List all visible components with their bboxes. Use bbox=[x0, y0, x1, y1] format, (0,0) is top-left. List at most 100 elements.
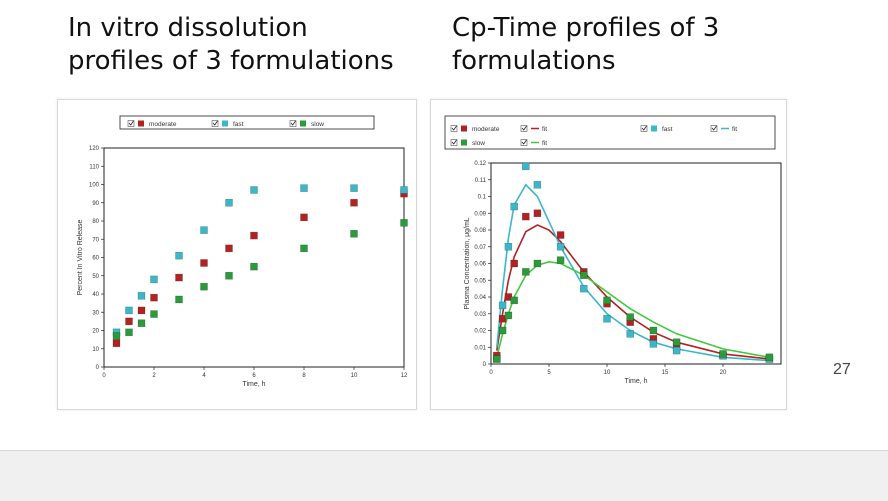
y-tick-label: 50 bbox=[92, 274, 99, 280]
data-point-slow bbox=[504, 311, 513, 320]
data-point-moderate bbox=[250, 231, 258, 240]
data-point-slow bbox=[400, 219, 408, 227]
data-point-moderate bbox=[556, 231, 565, 239]
y-tick-label: 60 bbox=[92, 256, 99, 262]
x-tick-label: 12 bbox=[401, 373, 408, 379]
data-point-slow bbox=[493, 355, 501, 363]
x-tick-label: 8 bbox=[302, 373, 306, 379]
x-tick-label: 6 bbox=[252, 373, 256, 379]
data-point-slow bbox=[522, 268, 530, 276]
y-tick-label: 0.05 bbox=[474, 278, 486, 284]
y-tick-label: 20 bbox=[92, 329, 99, 335]
y-tick-label: 110 bbox=[89, 164, 99, 170]
legend-checkbox bbox=[520, 125, 528, 132]
checkmark-icon bbox=[521, 139, 527, 145]
dissolution-chart-panel: 0 2 4 6 8 10 12 0 10 20 30 40 50 60 70 80 90 100 110 120 Tim… bbox=[57, 99, 417, 410]
y-tick-label: 90 bbox=[92, 201, 99, 207]
y-tick-label: 0.08 bbox=[474, 228, 486, 234]
checkmark-icon bbox=[451, 139, 457, 145]
data-point-fast bbox=[522, 162, 530, 171]
data-point-fast bbox=[350, 184, 358, 192]
data-point-slow bbox=[137, 319, 146, 327]
legend-label: moderate bbox=[472, 126, 500, 133]
legend-checkbox bbox=[211, 120, 219, 127]
checkmark-icon bbox=[290, 120, 296, 126]
data-point-moderate bbox=[137, 306, 146, 315]
data-point-fast bbox=[400, 186, 408, 194]
x-tick-label: 10 bbox=[604, 370, 611, 376]
data-point-fast bbox=[626, 330, 634, 338]
x-axis-label: Time, h bbox=[242, 381, 265, 388]
legend-box bbox=[444, 115, 776, 150]
y-tick-label: 0.11 bbox=[475, 178, 487, 184]
y-tick-label: 0.02 bbox=[474, 329, 486, 335]
data-point-fast bbox=[137, 292, 146, 300]
data-point-fast bbox=[150, 275, 158, 284]
right-chart-title: Cp-Time profiles of 3 formulations bbox=[452, 13, 720, 76]
y-tick-label: 120 bbox=[89, 146, 100, 152]
data-point-moderate bbox=[175, 273, 183, 282]
data-point-fast bbox=[580, 284, 588, 293]
data-point-slow bbox=[112, 332, 121, 340]
legend-checkbox bbox=[710, 125, 718, 132]
x-tick-label: 15 bbox=[662, 370, 669, 376]
x-tick-label: 2 bbox=[152, 373, 156, 379]
data-point-slow bbox=[250, 262, 258, 271]
legend-label: moderate bbox=[149, 121, 177, 128]
data-point-slow bbox=[649, 326, 658, 335]
legend-checkbox bbox=[450, 139, 458, 146]
legend-marker-swatch bbox=[461, 125, 467, 132]
dissolution-chart: 0 2 4 6 8 10 120102030405060708090100110120Tim… bbox=[77, 115, 408, 388]
data-point-slow bbox=[719, 350, 727, 358]
data-point-slow bbox=[300, 244, 308, 253]
data-point-fast bbox=[533, 181, 542, 189]
y-tick-label: 0.1 bbox=[478, 195, 487, 201]
cp-time-chart: 0 5 10 15 20 0 0.01 0.02 0.03 0.04 0.05 0.06 0.07 0.0… bbox=[444, 115, 782, 385]
legend-checkbox bbox=[127, 120, 135, 127]
page-number: 27 bbox=[833, 361, 851, 378]
x-tick-label: 5 bbox=[547, 370, 551, 376]
data-point-fast bbox=[504, 243, 513, 251]
y-tick-label: 0.03 bbox=[474, 312, 486, 318]
checkmark-icon bbox=[521, 125, 527, 131]
data-point-fast bbox=[498, 301, 507, 310]
data-point-moderate bbox=[350, 199, 358, 207]
data-point-fast bbox=[250, 186, 258, 194]
x-tick-label: 20 bbox=[720, 370, 727, 376]
x-tick-label: 0 bbox=[489, 370, 493, 376]
data-point-fast bbox=[225, 199, 233, 207]
y-tick-label: 80 bbox=[92, 219, 99, 225]
legend-checkbox bbox=[520, 139, 528, 146]
x-tick-label: 4 bbox=[202, 373, 206, 379]
data-point-slow bbox=[626, 313, 634, 321]
data-point-slow bbox=[556, 256, 565, 264]
y-tick-label: 30 bbox=[92, 310, 99, 316]
legend-marker-swatch bbox=[222, 120, 228, 127]
data-point-moderate bbox=[300, 213, 308, 222]
y-tick-label: 0.04 bbox=[474, 295, 486, 301]
legend-label: fast bbox=[662, 126, 673, 133]
data-point-slow bbox=[580, 271, 588, 279]
legend-label: slow bbox=[311, 121, 324, 128]
chart-legend: moderate fast slow bbox=[119, 115, 375, 130]
data-point-fast bbox=[175, 251, 183, 260]
left-chart-title: In vitro dissolution profiles of 3 formu… bbox=[68, 13, 394, 76]
data-point-slow bbox=[225, 272, 233, 280]
data-point-slow bbox=[200, 282, 208, 291]
data-point-slow bbox=[533, 259, 542, 268]
y-tick-label: 0.06 bbox=[474, 262, 486, 268]
legend-label: slow bbox=[472, 140, 485, 147]
y-axis-label: Plasma Concentration, μg/mL bbox=[464, 217, 471, 309]
data-point-slow bbox=[150, 310, 158, 318]
checkmark-icon bbox=[451, 125, 457, 131]
legend-label: fit bbox=[542, 140, 547, 147]
y-tick-label: 0.12 bbox=[474, 161, 486, 167]
legend-label: fit bbox=[542, 126, 547, 133]
data-point-slow bbox=[350, 230, 358, 238]
data-point-moderate bbox=[200, 259, 208, 267]
data-point-fast bbox=[125, 306, 133, 315]
bottom-bar bbox=[0, 450, 888, 501]
data-point-fast bbox=[603, 315, 611, 323]
y-tick-label: 100 bbox=[89, 183, 100, 189]
data-point-fast bbox=[672, 346, 681, 355]
